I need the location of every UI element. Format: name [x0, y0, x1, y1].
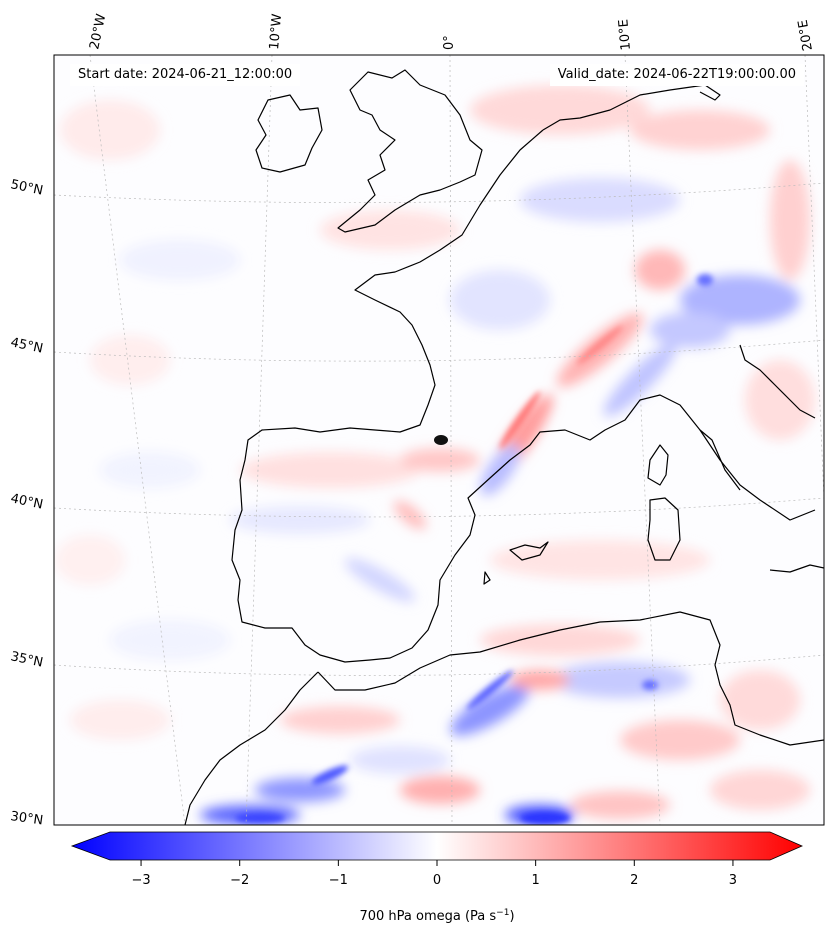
coastlines [184, 69, 824, 825]
colorbar-bar [70, 831, 803, 861]
colorbar-ticks: −3 −2 −1 0 1 2 3 [131, 860, 737, 888]
meridian-10w [245, 55, 273, 825]
coast-sardinia [647, 497, 681, 561]
meridian-20w [89, 55, 186, 825]
graticule [54, 55, 824, 825]
map-panel [54, 55, 824, 825]
coast-europe-northeast [542, 84, 721, 131]
lon-labels: 20°W 10°W 0° 10°E 20°E [87, 12, 816, 51]
coast-great-britain [337, 69, 483, 233]
meridian-0 [449, 55, 453, 825]
omega-field [55, 85, 815, 825]
lon-label-0: 0° [442, 35, 457, 50]
start-date-label: Start date: 2024-06-21_12:00:00 [70, 64, 301, 86]
parallel-35n [54, 654, 824, 676]
colorbar-tick-label: −3 [131, 873, 150, 888]
parallel-45n [54, 339, 824, 362]
colorbar-tick-label: 3 [729, 873, 737, 888]
meridian-20e [804, 55, 824, 501]
lat-label-40n: 40°N [9, 491, 44, 512]
coast-adriatic [739, 344, 816, 419]
colorbar-tick-label: 1 [532, 873, 540, 888]
colorbar-tick-label: 2 [630, 873, 638, 888]
coast-ireland [255, 94, 323, 173]
map-frame [53, 54, 825, 826]
coast-morocco [184, 671, 319, 825]
lat-label-50n: 50°N [9, 177, 44, 198]
omega-field-sharp [235, 274, 713, 824]
colorbar: −3 −2 −1 0 1 2 3 700 hPa omega (Pa s−1) [70, 831, 803, 924]
parallel-50n [54, 182, 824, 204]
lon-label-10w: 10°W [267, 13, 285, 50]
coast-north-africa [317, 611, 824, 746]
parallel-40n [54, 497, 824, 518]
colorbar-tick-label: 0 [433, 873, 441, 888]
lat-label-30n: 30°N [9, 809, 44, 828]
colorbar-tick-label: −1 [329, 873, 348, 888]
coast-sicily [769, 564, 824, 573]
colorbar-tick-label: −2 [230, 873, 249, 888]
coast-balearics [483, 541, 549, 585]
lon-label-20w: 20°W [87, 12, 109, 50]
colorbar-label: 700 hPa omega (Pa s−1) [359, 908, 514, 924]
meridian-10e [624, 55, 661, 825]
lat-label-35n: 35°N [9, 649, 44, 670]
lat-label-45n: 45°N [9, 335, 44, 356]
lon-label-20e: 20°E [796, 19, 816, 52]
coast-europe-north [231, 129, 816, 663]
coast-corsica [647, 444, 669, 486]
lon-label-10e: 10°E [616, 19, 634, 51]
lat-labels: 50°N 45°N 40°N 35°N 30°N [9, 177, 44, 828]
location-marker [434, 435, 448, 445]
valid-date-label: Valid_date: 2024-06-22T19:00:00.00 [549, 64, 804, 86]
coast-italy-west [699, 429, 741, 491]
